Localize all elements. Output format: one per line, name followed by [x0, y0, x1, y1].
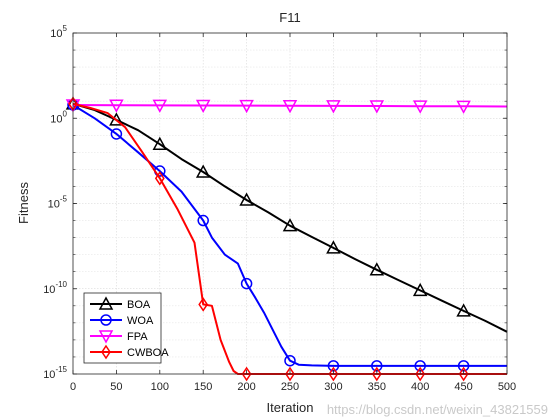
data-point [98, 330, 114, 344]
legend-label: CWBOA [127, 347, 169, 359]
data-point [456, 100, 471, 114]
y-tick-base: 10 [43, 284, 55, 296]
legend-label: FPA [127, 331, 148, 343]
data-point [371, 366, 382, 382]
chart-title: F11 [279, 10, 300, 25]
y-tick-exponent: 0 [63, 109, 68, 118]
x-axis-title: Iteration [267, 400, 314, 415]
data-point [326, 240, 341, 254]
x-tick-label: 450 [454, 381, 472, 393]
data-point [458, 366, 469, 382]
y-tick-exponent: -5 [60, 195, 68, 204]
watermark-text: https://blog.csdn.net/weixin_43821559 [327, 402, 548, 417]
y-tick-exponent: 5 [63, 24, 68, 33]
series-line [72, 104, 508, 108]
x-tick-label: 0 [70, 381, 76, 393]
y-axis-title: Fitness [16, 182, 31, 224]
axis-ticks: 0 50 100 150 200 250 300 350 400 450 50010-1510-10… [43, 24, 516, 393]
y-tick-base: 10 [50, 28, 62, 40]
legend-label: WOA [127, 315, 154, 327]
data-point [239, 99, 254, 114]
legend-item: CWBOA [90, 344, 169, 360]
x-tick-label: 500 [498, 381, 516, 393]
data-point [328, 366, 339, 382]
data-point [240, 277, 253, 290]
data-point [412, 100, 428, 114]
data-point [197, 214, 209, 227]
y-tick-label: 10-5 [48, 195, 68, 211]
data-point [109, 99, 124, 113]
y-tick-exponent: -15 [55, 365, 67, 374]
x-tick-label: 300 [324, 381, 342, 393]
data-point [109, 112, 124, 126]
data-point [110, 128, 123, 140]
legend-label: BOA [127, 299, 151, 311]
data-point [284, 354, 296, 367]
data-point [282, 100, 298, 114]
x-tick-label: 50 [110, 381, 122, 393]
data-point [369, 100, 385, 114]
data-point [195, 99, 211, 114]
plot-series [65, 96, 508, 382]
data-point [285, 366, 295, 382]
data-point [154, 170, 165, 186]
x-tick-label: 200 [237, 381, 255, 393]
data-point [456, 303, 471, 317]
y-tick-base: 10 [48, 199, 60, 211]
x-tick-label: 350 [368, 381, 386, 393]
data-point [282, 218, 298, 232]
y-tick-exponent: -10 [55, 280, 67, 289]
data-point [241, 366, 252, 382]
x-tick-label: 100 [151, 381, 169, 393]
data-point [98, 296, 114, 310]
data-point [152, 99, 168, 113]
x-tick-label: 150 [194, 381, 212, 393]
data-point [100, 314, 112, 326]
series-line [72, 102, 508, 333]
legend: BOA WOA FPA CWBOA [83, 292, 169, 364]
data-point [195, 164, 211, 178]
legend-item: BOA [90, 296, 151, 311]
data-point [415, 366, 426, 382]
series-line [72, 104, 507, 367]
data-point [101, 344, 111, 360]
y-tick-label: 10-15 [43, 365, 67, 381]
legend-item: FPA [90, 330, 148, 344]
x-tick-label: 250 [281, 381, 299, 393]
data-point [369, 262, 385, 276]
data-point [326, 100, 341, 114]
y-tick-label: 105 [50, 24, 67, 40]
y-tick-label: 100 [50, 109, 67, 125]
y-tick-base: 10 [43, 369, 55, 381]
data-point [198, 297, 209, 312]
x-tick-label: 400 [411, 381, 429, 393]
data-point [239, 192, 254, 206]
y-tick-base: 10 [50, 113, 62, 125]
data-point [412, 282, 428, 297]
legend-item: WOA [90, 314, 154, 327]
data-point [152, 136, 168, 150]
y-tick-label: 10-10 [43, 280, 67, 296]
